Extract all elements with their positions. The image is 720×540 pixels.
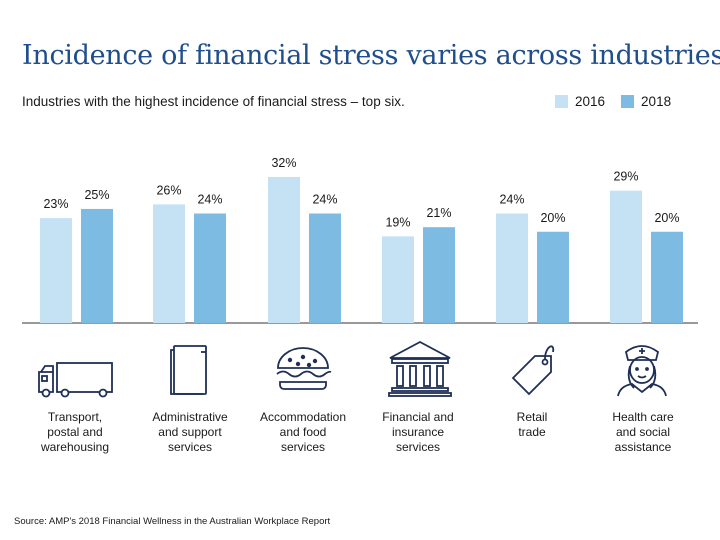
data-label-2018-5: 20% (654, 211, 679, 225)
data-label-2018-3: 21% (426, 206, 451, 220)
bank-icon (388, 340, 452, 397)
category-label-line: services (395, 440, 440, 454)
data-label-2016-1: 26% (156, 183, 181, 197)
bar-2016-1 (153, 204, 185, 323)
legend-swatch-2016 (555, 95, 568, 108)
data-label-2016-2: 32% (271, 156, 296, 170)
data-label-2016-4: 24% (499, 193, 524, 207)
legend-item-2016: 2016 (555, 94, 605, 109)
category-label-3: Financial and insurance services (363, 410, 473, 455)
legend-swatch-2018 (621, 95, 635, 108)
bar-2016-4 (496, 213, 528, 323)
bar-2016-3 (382, 236, 414, 323)
legend-item-2018: 2018 (621, 94, 671, 109)
legend-label-2018: 2018 (641, 94, 672, 109)
data-label-2018-2: 24% (312, 193, 337, 207)
burger-icon (276, 347, 332, 390)
data-label-2016-0: 23% (43, 197, 68, 211)
category-label-1: Administrative and support services (135, 410, 245, 455)
data-label-2018-1: 24% (197, 193, 222, 207)
bar-2016-5 (610, 190, 642, 323)
category-label-line: services (167, 440, 212, 454)
category-label-line: insurance (391, 425, 445, 439)
category-label-line: Transport, (47, 410, 103, 424)
category-label-5: Health care and social assistance (588, 410, 698, 455)
category-label-line: Health care (612, 410, 674, 424)
category-label-line: trade (518, 425, 546, 439)
data-label-2018-4: 20% (540, 211, 565, 225)
bar-2018-3 (423, 227, 455, 323)
category-label-line: postal and (47, 425, 103, 439)
data-label-2018-0: 25% (84, 188, 109, 202)
nurse-icon (617, 345, 667, 397)
category-label-line: Administrative (152, 410, 228, 424)
truck-icon (38, 362, 113, 398)
category-label-line: warehousing (40, 440, 110, 454)
chart-subtitle: Industries with the highest incidence of… (22, 94, 405, 109)
bar-2018-1 (194, 213, 226, 323)
category-label-2: Accommodation and food services (248, 410, 358, 455)
category-label-line: and social (615, 425, 671, 439)
data-label-2016-5: 29% (613, 170, 638, 184)
category-label-4: Retail trade (477, 410, 587, 440)
bar-2018-2 (309, 213, 341, 323)
source-note: Source: AMP's 2018 Financial Wellness in… (14, 516, 331, 527)
data-label-2016-3: 19% (385, 215, 410, 229)
category-label-line: Financial and (382, 410, 454, 424)
bar-2016-0 (40, 218, 72, 323)
chart-title: Incidence of financial stress varies acr… (22, 40, 720, 71)
category-label-0: Transport, postal and warehousing (20, 410, 130, 455)
book-icon (170, 345, 207, 395)
legend: 2016 2018 (555, 94, 671, 109)
category-label-line: and food (279, 425, 327, 439)
bar-2018-5 (651, 231, 683, 323)
category-label-line: Accommodation (259, 410, 347, 424)
category-label-line: assistance (614, 440, 672, 454)
bar-2018-0 (81, 208, 113, 323)
price-tag-icon (511, 345, 555, 396)
category-label-line: and support (158, 425, 222, 439)
bar-2016-2 (268, 177, 300, 323)
category-label-line: Retail (516, 410, 548, 424)
category-label-line: services (280, 440, 325, 454)
bar-2018-4 (537, 231, 569, 323)
legend-label-2016: 2016 (575, 94, 606, 109)
